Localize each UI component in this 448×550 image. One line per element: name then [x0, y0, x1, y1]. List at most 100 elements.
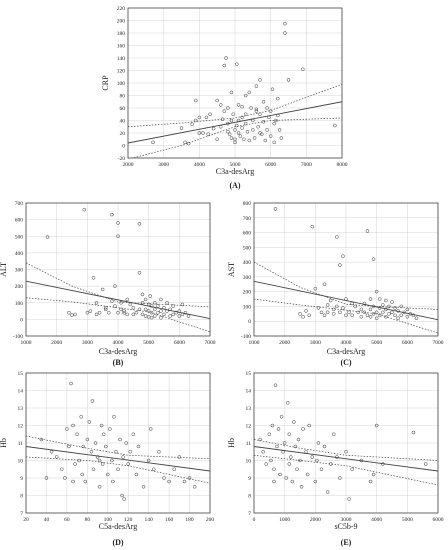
- data-point: [377, 306, 382, 310]
- data-point: [110, 458, 114, 463]
- data-point: [313, 479, 318, 484]
- y-tick-label: -20: [118, 156, 126, 162]
- data-point: [49, 450, 54, 454]
- data-point: [384, 307, 388, 312]
- data-point: [365, 313, 370, 318]
- data-point: [258, 131, 262, 135]
- data-point: [125, 312, 129, 317]
- data-point: [120, 493, 124, 498]
- y-axis-label: Hb: [227, 438, 236, 448]
- data-point: [131, 305, 136, 310]
- data-point: [236, 118, 241, 123]
- data-point: [325, 303, 330, 307]
- data-point: [197, 115, 202, 120]
- data-point: [313, 286, 318, 291]
- data-point: [254, 84, 259, 88]
- data-point: [93, 441, 98, 445]
- x-tick-label: 2000: [51, 340, 62, 346]
- data-point: [159, 309, 163, 313]
- data-layer: [26, 207, 210, 333]
- data-point: [331, 307, 336, 312]
- confidence-band-upper: [254, 439, 438, 461]
- confidence-band-lower: [131, 117, 342, 158]
- confidence-band-lower: [254, 298, 438, 334]
- data-point: [153, 301, 157, 305]
- data-point: [384, 298, 388, 303]
- x-tick-label: 100: [104, 517, 113, 523]
- data-point: [304, 450, 308, 454]
- data-point: [265, 106, 269, 110]
- data-point: [325, 490, 330, 494]
- data-point: [73, 312, 77, 317]
- data-point: [301, 67, 305, 71]
- data-point: [333, 123, 337, 128]
- data-point: [116, 221, 120, 225]
- data-point: [128, 302, 133, 307]
- y-tick-label: 160: [117, 44, 126, 50]
- data-point: [368, 297, 373, 301]
- data-point: [122, 310, 126, 315]
- data-point: [172, 467, 176, 471]
- data-point: [377, 313, 382, 318]
- data-point: [396, 316, 400, 321]
- data-point: [103, 444, 108, 449]
- data-point: [242, 137, 246, 141]
- data-point: [218, 125, 223, 129]
- data-point: [197, 131, 202, 135]
- data-point: [162, 305, 166, 310]
- y-tick-label: 300: [15, 268, 24, 274]
- data-point: [143, 297, 148, 302]
- data-point: [310, 224, 315, 229]
- data-point: [240, 126, 244, 130]
- data-point: [381, 303, 385, 307]
- x-tick-label: 1000: [21, 340, 32, 346]
- data-point: [353, 304, 357, 309]
- data-point: [335, 235, 339, 239]
- data-point: [235, 62, 239, 66]
- data-point: [344, 450, 348, 454]
- data-point: [272, 140, 276, 145]
- data-point: [273, 383, 278, 387]
- data-point: [414, 316, 419, 321]
- data-layer: [254, 383, 438, 501]
- chart-panel-2: 1000 2000 3000 4000 5000 6000 7000 -100 0 100 200 3…: [0, 201, 216, 367]
- plot-frame: [253, 202, 439, 337]
- x-tick-label: 200: [206, 517, 215, 523]
- data-point: [304, 309, 308, 313]
- data-point: [356, 310, 361, 315]
- data-point: [251, 128, 255, 132]
- data-point: [316, 306, 321, 310]
- x-tick-label: 7000: [301, 162, 312, 168]
- data-point: [190, 122, 194, 126]
- x-tick-label: 7000: [433, 340, 444, 346]
- y-tick-label: 8: [248, 494, 251, 500]
- chart-panel-4: 20 40 60 80 100 120 140 160 180 200 7 8 9 10 11 12 13 14 1…: [0, 371, 214, 547]
- data-point: [140, 301, 145, 305]
- x-tick-label: 4000: [194, 162, 205, 168]
- confidence-band-upper: [128, 83, 342, 128]
- y-tick-label: 600: [243, 231, 252, 237]
- data-point: [122, 309, 126, 313]
- data-point: [94, 301, 99, 305]
- data-point: [243, 121, 248, 126]
- data-point: [325, 310, 330, 315]
- data-point: [79, 415, 83, 419]
- data-point: [122, 497, 126, 501]
- data-point: [240, 105, 244, 109]
- data-point: [328, 462, 333, 466]
- data-point: [95, 455, 100, 459]
- data-point: [227, 132, 232, 136]
- data-point: [229, 90, 234, 95]
- data-layer: [26, 381, 210, 501]
- data-point: [258, 78, 262, 82]
- y-tick-label: 20: [120, 131, 126, 137]
- x-axis-label: C3a-desArg: [327, 347, 366, 356]
- data-point: [371, 304, 376, 309]
- y-tick-label: 0: [20, 317, 23, 323]
- regression-line: [26, 446, 210, 472]
- y-tick-label: 0: [248, 319, 251, 325]
- data-point: [263, 138, 268, 143]
- data-point: [387, 312, 391, 316]
- data-point: [377, 297, 382, 301]
- data-point: [224, 56, 228, 60]
